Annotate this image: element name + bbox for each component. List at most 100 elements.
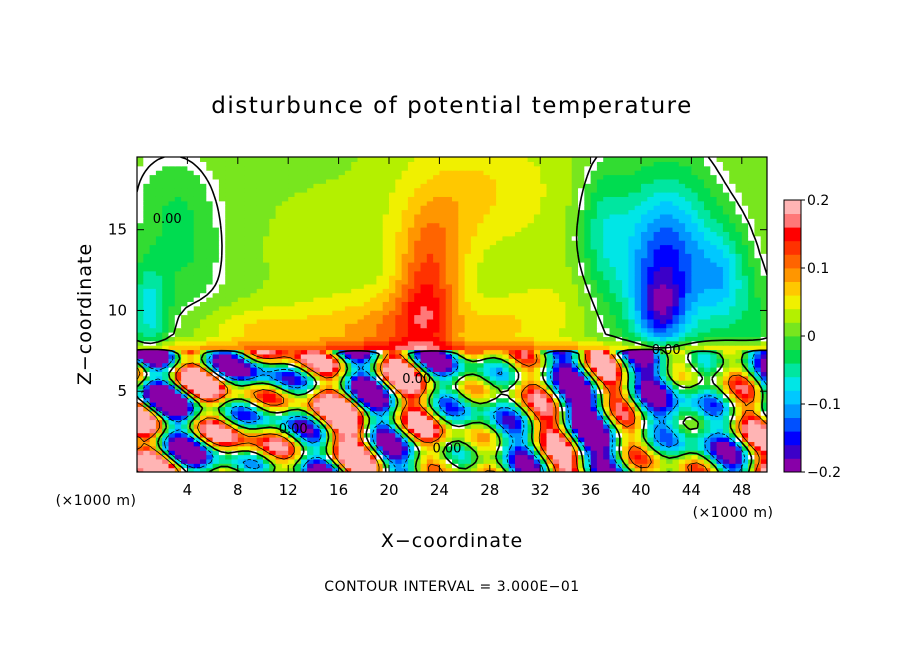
heatmap-cell	[685, 441, 692, 447]
heatmap-cell	[344, 257, 352, 263]
heatmap-cell	[445, 388, 453, 394]
heatmap-cell	[697, 463, 705, 469]
heatmap-cell	[552, 327, 560, 333]
heatmap-cell	[609, 266, 617, 272]
heatmap-cell	[716, 441, 724, 447]
heatmap-cell	[521, 384, 529, 390]
heatmap-cell	[206, 362, 214, 368]
heatmap-cell	[281, 340, 289, 346]
heatmap-cell	[414, 253, 422, 259]
heatmap-cell	[237, 349, 245, 355]
heatmap-cell	[338, 332, 346, 337]
heatmap-cell	[559, 358, 566, 364]
heatmap-cell	[666, 388, 674, 394]
heatmap-cell	[578, 358, 585, 364]
heatmap-cell	[666, 437, 674, 442]
heatmap-cell	[288, 454, 296, 460]
heatmap-cell	[697, 388, 705, 394]
heatmap-cell	[691, 445, 699, 451]
heatmap-cell	[578, 432, 585, 438]
heatmap-cell	[351, 253, 359, 259]
heatmap-cell	[269, 393, 277, 399]
heatmap-cell	[326, 336, 333, 342]
heatmap-cell	[477, 371, 485, 377]
heatmap-cell	[357, 362, 365, 368]
heatmap-cell	[464, 305, 472, 311]
heatmap-cell	[187, 279, 195, 285]
heatmap-cell	[615, 397, 623, 403]
heatmap-cell	[395, 253, 403, 259]
heatmap-cell	[231, 336, 239, 342]
heatmap-cell	[376, 432, 384, 438]
heatmap-cell	[363, 262, 371, 267]
heatmap-cell	[609, 349, 617, 355]
heatmap-cell	[420, 445, 428, 451]
heatmap-cell	[187, 257, 195, 263]
heatmap-cell	[483, 318, 491, 324]
heatmap-cell	[231, 437, 239, 442]
heatmap-cell	[527, 292, 535, 298]
heatmap-cell	[666, 371, 674, 377]
heatmap-cell	[225, 441, 233, 447]
heatmap-cell	[508, 375, 516, 381]
heatmap-cell	[269, 314, 277, 320]
heatmap-cell	[426, 353, 434, 359]
heatmap-cell	[704, 301, 711, 307]
heatmap-cell	[149, 358, 157, 364]
heatmap-cell	[559, 266, 566, 272]
heatmap-cell	[155, 384, 163, 390]
heatmap-cell	[307, 454, 314, 460]
heatmap-cell	[137, 384, 144, 390]
heatmap-cell	[326, 340, 333, 346]
heatmap-cell	[546, 388, 554, 394]
heatmap-cell	[269, 419, 277, 425]
heatmap-cell	[596, 270, 604, 276]
heatmap-cell	[571, 279, 579, 285]
heatmap-cell	[754, 297, 762, 302]
heatmap-cell	[231, 441, 239, 447]
heatmap-cell	[351, 332, 359, 337]
heatmap-cell	[458, 345, 466, 351]
heatmap-cell	[533, 323, 541, 329]
heatmap-cell	[433, 340, 440, 346]
heatmap-cell	[596, 432, 604, 438]
heatmap-cell	[218, 262, 226, 267]
heatmap-cell	[319, 275, 327, 281]
heatmap-cell	[407, 327, 415, 333]
heatmap-cell	[263, 367, 270, 372]
heatmap-cell	[691, 410, 699, 416]
heatmap-cell	[596, 288, 604, 294]
heatmap-cell	[281, 332, 289, 337]
heatmap-cell	[578, 301, 585, 307]
heatmap-cell	[754, 275, 762, 281]
heatmap-cell	[596, 327, 604, 333]
heatmap-cell	[212, 384, 220, 390]
heatmap-cell	[533, 270, 541, 276]
heatmap-cell	[590, 375, 598, 381]
heatmap-cell	[218, 367, 226, 372]
heatmap-cell	[193, 288, 201, 294]
heatmap-cell	[326, 257, 333, 263]
heatmap-cell	[200, 437, 207, 442]
heatmap-cell	[489, 305, 497, 311]
heatmap-cell	[426, 419, 434, 425]
heatmap-cell	[641, 336, 648, 342]
heatmap-cell	[250, 358, 258, 364]
heatmap-cell	[338, 266, 346, 272]
heatmap-cell	[754, 266, 762, 272]
heatmap-cell	[143, 450, 151, 456]
heatmap-cell	[672, 380, 680, 386]
heatmap-cell	[672, 262, 680, 267]
heatmap-cell	[722, 297, 730, 302]
heatmap-cell	[559, 318, 566, 324]
heatmap-cell	[401, 384, 409, 390]
heatmap-cell	[319, 305, 327, 311]
heatmap-cell	[559, 375, 566, 381]
heatmap-cell	[319, 349, 327, 355]
heatmap-cell	[319, 419, 327, 425]
heatmap-cell	[395, 402, 403, 407]
heatmap-cell	[445, 323, 453, 329]
heatmap-cell	[685, 262, 692, 267]
heatmap-cell	[433, 441, 440, 447]
heatmap-cell	[609, 323, 617, 329]
